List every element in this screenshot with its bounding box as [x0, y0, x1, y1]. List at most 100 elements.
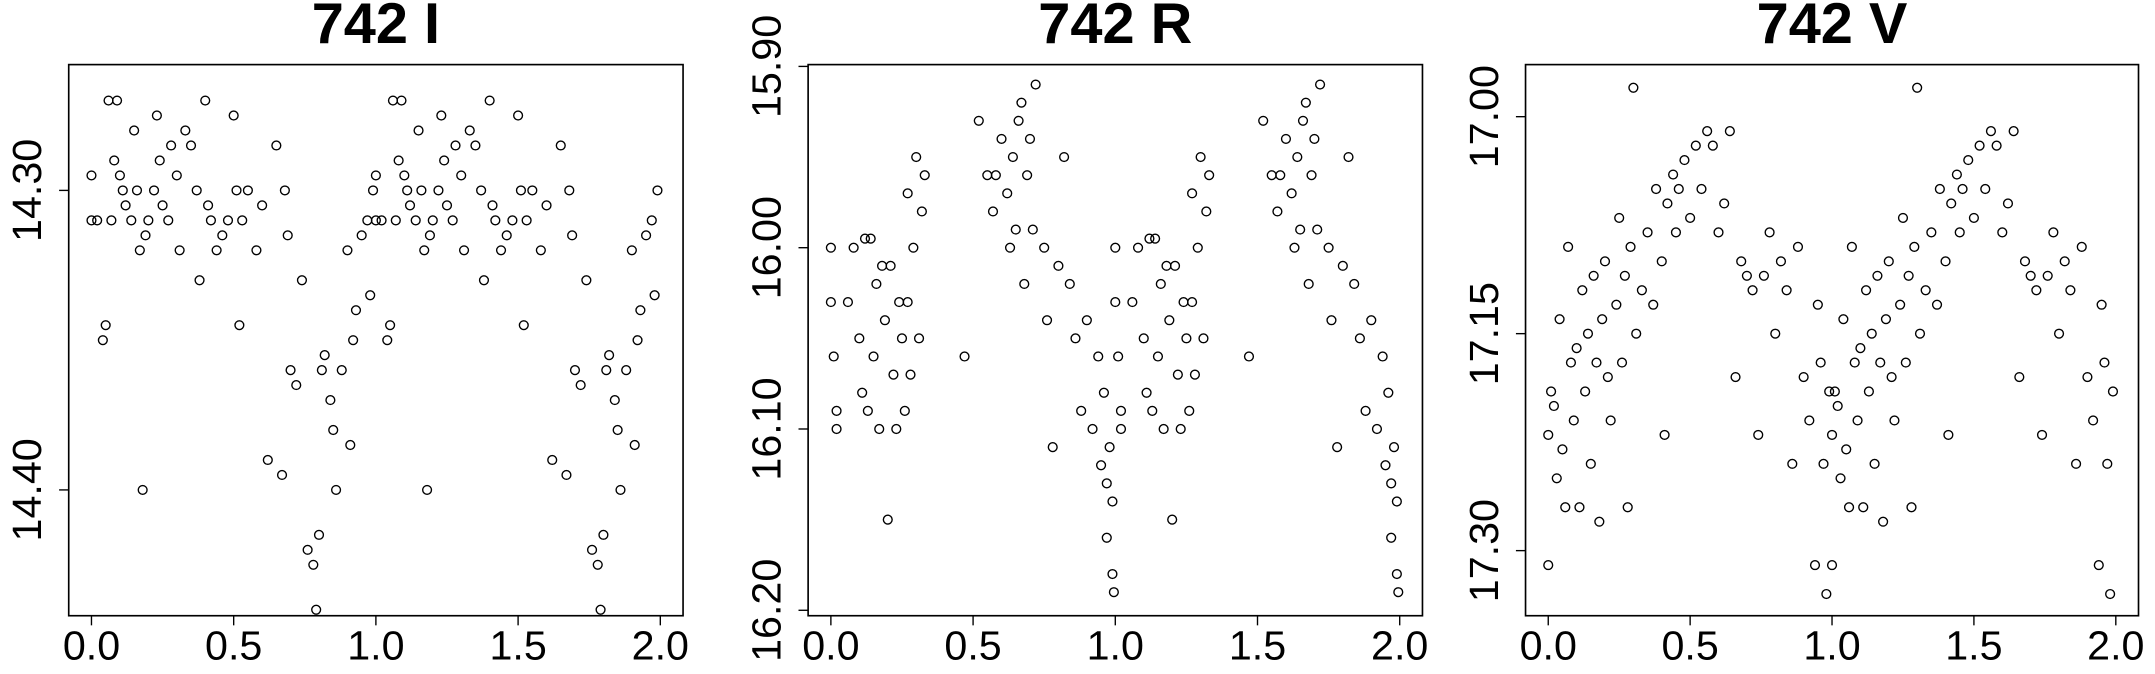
y-tick-label: 16.00	[744, 196, 790, 299]
point	[911, 151, 922, 163]
point	[1081, 315, 1092, 326]
point	[612, 424, 623, 436]
point	[1838, 314, 1849, 325]
point	[1144, 233, 1155, 244]
x-tick-label: 2.0	[2087, 623, 2144, 669]
point	[649, 290, 660, 301]
point	[1912, 82, 1923, 93]
point	[1104, 442, 1115, 453]
point	[1843, 502, 1855, 513]
point	[1852, 415, 1863, 426]
point	[328, 424, 339, 436]
point	[1354, 333, 1365, 344]
point	[1685, 212, 1696, 224]
point	[1568, 415, 1579, 426]
point	[148, 185, 160, 196]
point	[279, 185, 290, 196]
y-tick-label: 16.10	[744, 377, 790, 480]
point	[1670, 227, 1682, 238]
point	[1611, 299, 1622, 310]
point	[1909, 241, 1920, 252]
point	[1724, 126, 1735, 137]
point	[202, 200, 214, 211]
point	[1648, 299, 1659, 310]
point	[569, 365, 581, 376]
point	[581, 275, 592, 286]
point	[1886, 371, 1897, 383]
point	[2065, 285, 2076, 296]
point	[1619, 270, 1630, 281]
point	[487, 200, 498, 211]
point	[163, 215, 174, 226]
plot-frame	[67, 63, 684, 617]
point	[1997, 227, 2008, 238]
point	[1292, 151, 1303, 163]
x-tick-label: 0.5	[1661, 623, 1718, 669]
point	[1696, 183, 1707, 195]
x-tick-label: 0.0	[63, 623, 120, 669]
point	[257, 200, 268, 211]
point	[413, 125, 424, 136]
point	[1187, 297, 1198, 308]
point	[1855, 343, 1866, 354]
point	[919, 170, 930, 181]
point	[1963, 154, 1974, 166]
point	[1775, 256, 1787, 267]
point	[1286, 188, 1297, 199]
point	[1991, 140, 2002, 151]
point	[151, 110, 162, 121]
point	[131, 185, 143, 196]
point	[1545, 386, 1557, 397]
point	[2082, 371, 2093, 383]
point	[1903, 270, 1914, 281]
point	[1326, 315, 1337, 326]
point	[1875, 357, 1886, 368]
point	[561, 469, 572, 481]
point	[1076, 405, 1087, 416]
point	[586, 544, 598, 555]
point	[1758, 270, 1770, 281]
point	[1551, 473, 1562, 484]
point	[92, 215, 103, 226]
point	[1019, 278, 1030, 290]
point	[1957, 183, 1968, 195]
point	[891, 423, 902, 435]
point	[1391, 568, 1402, 580]
x-tick-label: 0.0	[1520, 623, 1577, 669]
point	[1563, 241, 1574, 252]
point	[1730, 371, 1741, 383]
point	[1614, 212, 1625, 224]
point	[1314, 79, 1326, 90]
point	[1391, 496, 1402, 507]
point	[1895, 299, 1906, 310]
point	[1951, 169, 1962, 180]
point	[1204, 170, 1215, 181]
point	[2008, 126, 2019, 137]
point	[882, 514, 893, 525]
point	[615, 484, 626, 496]
point	[1702, 126, 1713, 137]
point	[2107, 386, 2119, 397]
point	[996, 133, 1007, 145]
x-tick-label: 2.0	[1371, 623, 1428, 669]
point	[143, 215, 154, 226]
point	[86, 170, 97, 181]
point	[859, 233, 871, 244]
point	[959, 351, 970, 362]
point	[635, 305, 646, 316]
point	[1631, 328, 1642, 339]
point	[242, 185, 253, 196]
point	[1622, 502, 1633, 513]
point	[1591, 357, 1602, 368]
point	[1860, 285, 1872, 296]
point	[393, 155, 404, 166]
point	[640, 230, 652, 241]
point	[1172, 369, 1183, 380]
point	[390, 215, 401, 226]
point	[507, 215, 518, 226]
point	[1574, 502, 1585, 513]
point	[1147, 405, 1158, 416]
point	[1175, 423, 1186, 435]
point	[1041, 315, 1053, 326]
point	[234, 320, 245, 331]
